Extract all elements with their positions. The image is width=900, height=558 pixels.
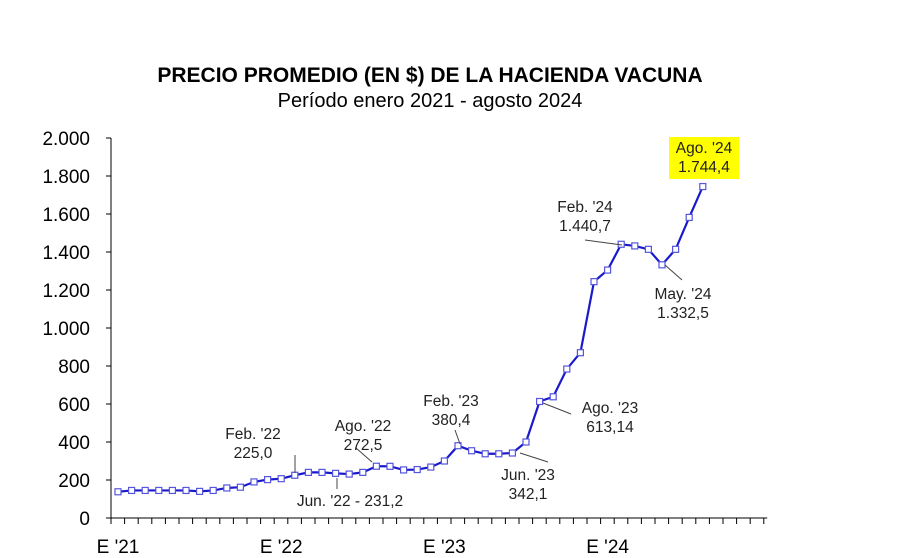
annotation-value: 342,1 bbox=[509, 486, 548, 503]
y-tick-label: 1.200 bbox=[42, 281, 90, 302]
annotation-label: Feb. '22 bbox=[225, 426, 281, 443]
data-point-marker bbox=[468, 447, 476, 455]
data-point-marker bbox=[345, 470, 353, 478]
annotation-label: Feb. '23 bbox=[423, 393, 479, 410]
data-point-marker bbox=[141, 486, 149, 495]
data-point-marker bbox=[304, 468, 312, 476]
data-point-marker bbox=[168, 486, 176, 495]
annotation-leader-line bbox=[454, 429, 461, 445]
data-point-marker bbox=[400, 466, 408, 474]
annotation-label: May. '24 bbox=[655, 286, 712, 303]
data-point-marker bbox=[699, 182, 707, 191]
data-point-marker bbox=[563, 365, 571, 373]
data-point-marker bbox=[522, 438, 530, 446]
annotation-value: 1.440,7 bbox=[559, 218, 611, 235]
annotation-label: Ago. '22 bbox=[335, 418, 391, 435]
y-tick-label: 1.600 bbox=[42, 205, 90, 226]
y-tick-label: 400 bbox=[58, 433, 90, 454]
y-tick-label: 0 bbox=[79, 509, 90, 530]
annotation-value: 1.332,5 bbox=[657, 305, 709, 322]
data-point-marker bbox=[114, 488, 122, 496]
data-point-marker bbox=[495, 450, 503, 458]
data-point-marker bbox=[250, 478, 258, 486]
y-tick-label: 1.800 bbox=[42, 167, 90, 188]
data-point-marker bbox=[427, 463, 435, 471]
annotation-leader-line bbox=[584, 239, 623, 246]
data-point-marker bbox=[576, 349, 585, 357]
data-point-marker bbox=[644, 245, 653, 253]
annotation-leader-line bbox=[664, 264, 683, 281]
data-point-marker bbox=[685, 213, 693, 222]
data-annotation: Ago. '24 1.744,4 bbox=[669, 137, 739, 179]
data-point-marker bbox=[413, 465, 421, 474]
y-tick-label: 1.400 bbox=[42, 243, 90, 264]
annotation-leader-line bbox=[542, 402, 572, 415]
x-tick-label: E '23 bbox=[423, 537, 466, 558]
data-point-marker bbox=[508, 449, 516, 457]
chart-subtitle: Período enero 2021 - agosto 2024 bbox=[277, 90, 583, 112]
annotation-value: 1.744,4 bbox=[678, 159, 730, 176]
data-point-marker bbox=[332, 469, 340, 477]
data-point-marker bbox=[658, 261, 666, 269]
data-point-marker bbox=[590, 278, 598, 286]
data-annotation: Feb. '22 225,0 bbox=[225, 426, 296, 473]
data-point-marker bbox=[535, 397, 544, 406]
annotation-label: Ago. '23 bbox=[582, 400, 638, 417]
annotation-label: Ago. '24 bbox=[676, 140, 733, 157]
data-point-marker bbox=[196, 487, 204, 495]
y-tick-label: 1.000 bbox=[42, 319, 90, 340]
data-point-marker bbox=[372, 462, 380, 470]
annotation-label: Jun. '23 bbox=[501, 467, 555, 484]
annotation-label: Feb. '24 bbox=[557, 199, 613, 216]
data-annotation: May. '24 1.332,5 bbox=[655, 264, 712, 322]
x-tick-label: E '22 bbox=[260, 537, 303, 558]
annotation-label: Jun. '22 - 231,2 bbox=[297, 493, 403, 510]
annotation-value: 613,14 bbox=[586, 419, 634, 436]
annotation-value: 380,4 bbox=[432, 412, 471, 429]
chart-title: PRECIO PROMEDIO (EN $) DE LA HACIENDA VA… bbox=[157, 64, 703, 87]
x-tick-label: E '24 bbox=[586, 537, 629, 558]
y-tick-label: 200 bbox=[58, 471, 90, 492]
data-point-marker bbox=[318, 468, 326, 476]
data-point-marker bbox=[549, 393, 557, 401]
data-point-marker bbox=[359, 468, 367, 476]
annotation-value: 272,5 bbox=[344, 437, 383, 454]
annotation-leader-line bbox=[519, 452, 549, 463]
data-point-marker bbox=[631, 242, 639, 250]
y-tick-label: 800 bbox=[58, 357, 90, 378]
data-point-marker bbox=[128, 486, 136, 495]
y-tick-label: 2.000 bbox=[42, 129, 90, 150]
data-annotation: Ago. '22 272,5 bbox=[335, 418, 391, 463]
data-point-marker bbox=[291, 471, 299, 479]
x-tick-label: E '21 bbox=[97, 537, 140, 558]
data-point-marker bbox=[603, 266, 612, 274]
data-annotation: Feb. '23 380,4 bbox=[423, 393, 479, 445]
data-point-marker bbox=[454, 442, 462, 450]
data-point-marker bbox=[386, 462, 394, 470]
data-annotation: Jun. '22 - 231,2 bbox=[297, 478, 403, 510]
data-point-marker bbox=[277, 475, 285, 483]
data-annotation: Ago. '23 613,14 bbox=[542, 400, 638, 436]
data-point-marker bbox=[440, 457, 448, 465]
data-point-marker bbox=[481, 450, 489, 458]
data-point-marker bbox=[236, 483, 244, 491]
data-point-marker bbox=[209, 486, 217, 495]
annotation-highlight bbox=[669, 137, 739, 179]
data-annotation: Feb. '24 1.440,7 bbox=[557, 199, 623, 246]
annotation-leader-line bbox=[355, 447, 373, 463]
data-point-marker bbox=[182, 486, 190, 495]
data-annotation: Jun. '23 342,1 bbox=[501, 452, 555, 503]
data-point-marker bbox=[223, 484, 231, 492]
data-point-marker bbox=[671, 245, 680, 253]
data-point-marker bbox=[155, 486, 163, 495]
series-line bbox=[117, 186, 704, 493]
y-tick-label: 600 bbox=[58, 395, 90, 416]
annotation-value: 225,0 bbox=[234, 445, 273, 462]
data-point-marker bbox=[264, 476, 272, 484]
